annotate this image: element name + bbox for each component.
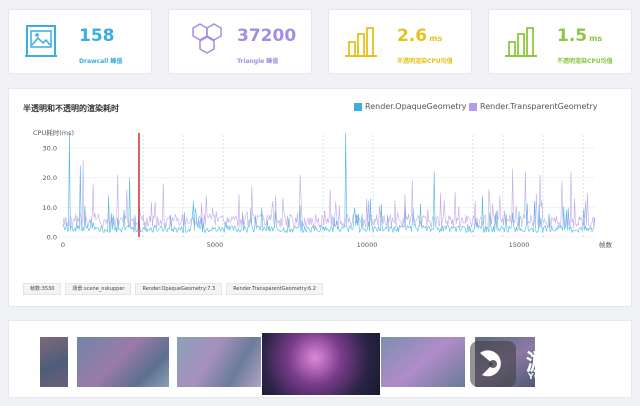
legend-label: Render.TransparentGeometry (480, 102, 598, 111)
opaque-cpu-value: 1.5 ms (557, 26, 603, 46)
triangle-label: Triangle 峰值 (237, 58, 279, 65)
drawcall-card: 158 Drawcall 峰值 (8, 9, 152, 74)
stat-scene: 场景:scene_nskupper (65, 283, 132, 295)
screenshot-thumbnail-selected[interactable] (262, 333, 380, 395)
drawcall-label: Drawcall 峰值 (79, 58, 123, 65)
stat-transparent: Render.TransparentGeometry:6.2 (226, 283, 323, 295)
y-axis-label: CPU耗时(ms) (33, 128, 74, 137)
screenshot-thumbnail[interactable] (77, 337, 169, 387)
cpu-time-chart[interactable]: CPU耗时(ms) 0.0 10.0 20.0 30.0 0 5000 10000 15000 帧… (23, 121, 623, 261)
watermark-cn: 游戏陀螺 (526, 351, 619, 376)
hexagon-cluster-icon (192, 23, 222, 54)
triangle-card: 37200 Triangle 峰值 (168, 9, 312, 74)
x-tick-label: 0 (61, 241, 65, 249)
panel-title: 半透明和不透明的渲染耗时 (23, 104, 119, 113)
y-tick-label: 0.0 (47, 234, 57, 242)
x-tick-label: 5000 (207, 241, 224, 249)
x-tick-label: 10000 (357, 241, 378, 249)
render-time-panel: 半透明和不透明的渲染耗时 Render.OpaqueGeometry Rende… (8, 88, 632, 307)
y-tick-label: 20.0 (43, 174, 57, 182)
x-axis-label: 帧数 (599, 240, 613, 249)
stat-opaque: Render.OpaqueGeometry:7.3 (135, 283, 223, 295)
series-line-opaque (62, 132, 595, 234)
screenshot-thumbnail[interactable] (177, 337, 261, 387)
chart-svg[interactable]: CPU耗时(ms) 0.0 10.0 20.0 30.0 0 5000 10000 15000 帧… (23, 121, 623, 261)
x-tick-label: 15000 (509, 241, 530, 249)
transparent-cpu-value: 2.6 ms (397, 26, 443, 46)
opaque-cpu-label: 不透明渲染CPU均值 (557, 58, 613, 65)
legend-label: Render.OpaqueGeometry (365, 102, 467, 111)
image-frame-icon (25, 25, 57, 57)
bar-columns-icon (505, 27, 537, 57)
screenshot-thumbnail[interactable] (381, 337, 465, 387)
bar-columns-icon (345, 27, 377, 57)
series-line-transparent (62, 159, 595, 229)
legend-swatch (354, 102, 362, 111)
screenshot-thumbnail[interactable] (40, 337, 68, 387)
drawcall-value: 158 (79, 26, 115, 46)
watermark-logo: 游戏陀螺 YOUXITUOLUO.COM (468, 337, 634, 391)
transparent-cpu-label: 半透明渲染CPU均值 (397, 58, 453, 65)
y-tick-label: 10.0 (43, 204, 57, 212)
watermark-en: YOUXITUOLUO.COM (528, 372, 624, 381)
stat-frames: 帧数:3530 (23, 283, 62, 295)
legend-opaque[interactable]: Render.OpaqueGeometry (354, 102, 467, 111)
triangle-value: 37200 (237, 26, 297, 46)
transparent-cpu-card: 2.6 ms 半透明渲染CPU均值 (328, 9, 472, 74)
legend-swatch (469, 102, 477, 111)
opaque-cpu-card: 1.5 ms 不透明渲染CPU均值 (488, 9, 632, 74)
y-tick-label: 30.0 (43, 144, 57, 152)
gyro-logo-icon (470, 341, 516, 387)
legend-transparent[interactable]: Render.TransparentGeometry (469, 102, 598, 111)
stats-bar: 帧数:3530 场景:scene_nskupper Render.OpaqueG… (23, 283, 327, 295)
